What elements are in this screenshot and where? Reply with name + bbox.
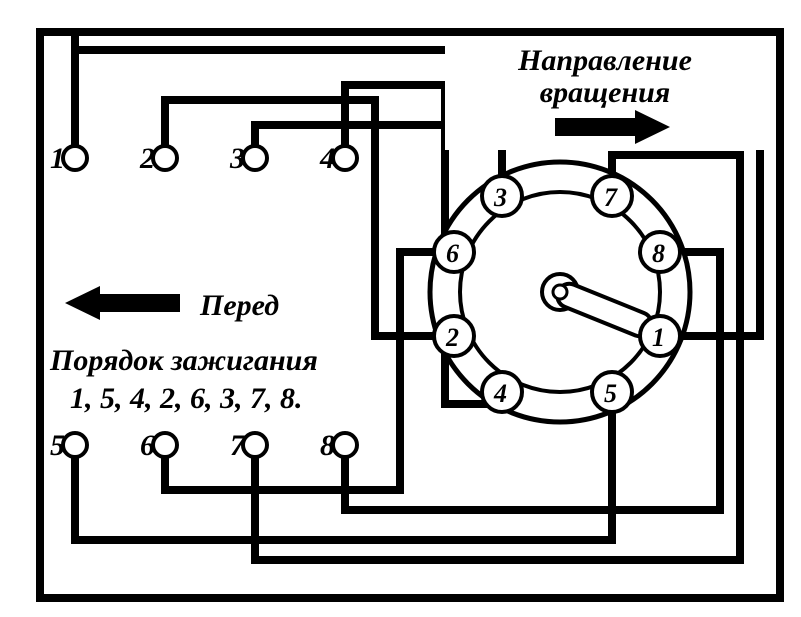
- terminal-4-num: 4: [319, 142, 335, 175]
- terminal-7: [243, 433, 267, 457]
- terminal-2: [153, 146, 177, 170]
- terminal-8-num: 8: [320, 429, 335, 462]
- dist-term-8-num: 8: [652, 239, 665, 268]
- terminal-3: [243, 146, 267, 170]
- arrow-left-icon: [65, 286, 180, 320]
- terminal-1-num: 1: [50, 142, 65, 175]
- firing-order-group: Порядок зажигания 1, 5, 4, 2, 6, 3, 7, 8…: [49, 344, 318, 415]
- engine-terminals-top: 1 2 3 4: [50, 142, 357, 175]
- terminal-5: [63, 433, 87, 457]
- firing-order: 1, 5, 4, 2, 6, 3, 7, 8.: [70, 382, 303, 415]
- terminal-8: [333, 433, 357, 457]
- terminal-6: [153, 433, 177, 457]
- rotation-label-2: вращения: [540, 76, 671, 109]
- rotation-label-1: Направление: [517, 44, 692, 77]
- dist-term-5-num: 5: [604, 379, 617, 408]
- dist-term-1-num: 1: [652, 323, 665, 352]
- engine-terminals-bottom: 5 6 7 8: [50, 429, 357, 462]
- distributor: 3 7 6 8 2 1 4 5: [430, 162, 690, 422]
- terminal-3-num: 3: [229, 142, 245, 175]
- firing-title: Порядок зажигания: [49, 344, 318, 377]
- terminal-5-num: 5: [50, 429, 65, 462]
- terminal-1: [63, 146, 87, 170]
- dist-term-2-num: 2: [445, 323, 459, 352]
- dist-term-4-num: 4: [493, 379, 507, 408]
- rotation-label-group: Направление вращения: [445, 40, 765, 150]
- terminal-4: [333, 146, 357, 170]
- terminal-2-num: 2: [139, 142, 155, 175]
- terminal-7-num: 7: [230, 429, 246, 462]
- dist-term-6-num: 6: [446, 239, 459, 268]
- front-label-group: Перед: [65, 286, 279, 322]
- wiring-diagram: 1 2 3 4 5 6 7 8: [0, 0, 801, 617]
- dist-term-3-num: 3: [493, 183, 507, 212]
- front-label: Перед: [199, 289, 279, 322]
- terminal-6-num: 6: [140, 429, 155, 462]
- dist-term-7-num: 7: [604, 183, 618, 212]
